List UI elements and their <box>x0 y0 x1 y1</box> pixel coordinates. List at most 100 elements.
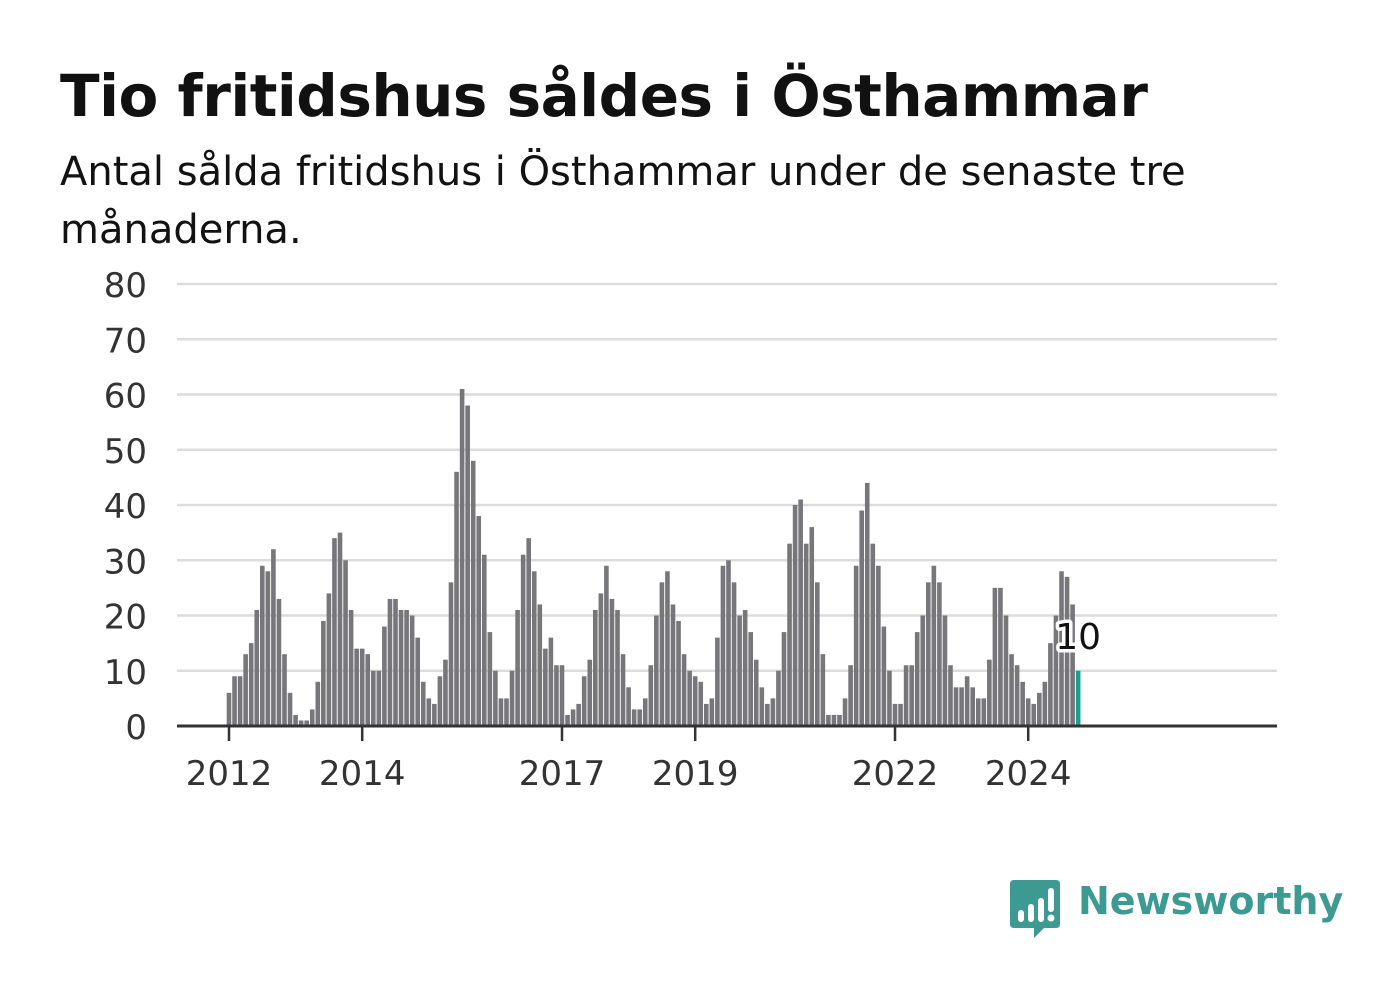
bar <box>731 582 737 726</box>
bar <box>964 676 970 726</box>
bar <box>287 692 293 726</box>
bar <box>515 609 520 726</box>
x-axis: 2012 2014 2017 2019 2022 2024 <box>177 724 1277 794</box>
bar <box>937 582 942 726</box>
gridlines <box>177 282 1277 672</box>
bar <box>898 703 903 726</box>
bar <box>642 698 648 727</box>
y-tick-label: 30 <box>104 542 147 582</box>
bar <box>742 609 748 726</box>
bar <box>903 665 909 726</box>
bar <box>715 637 720 726</box>
bar <box>570 709 576 726</box>
bar <box>648 665 654 726</box>
x-tick-label: 2019 <box>652 754 739 794</box>
bar <box>415 637 420 726</box>
bar <box>1003 615 1009 726</box>
bar <box>798 499 803 726</box>
bar <box>482 554 487 726</box>
bar <box>681 654 687 726</box>
bar <box>676 621 681 726</box>
bar <box>726 560 731 726</box>
bar <box>576 703 581 726</box>
bar <box>587 659 593 726</box>
bar <box>526 538 531 726</box>
bar <box>975 698 981 727</box>
y-tick-label: 10 <box>104 653 147 693</box>
bar <box>593 609 598 726</box>
bar <box>926 582 931 726</box>
bar <box>565 714 570 726</box>
bar <box>620 654 626 726</box>
x-tick-label: 2024 <box>985 754 1072 794</box>
bar <box>637 709 642 726</box>
bar <box>826 714 831 726</box>
bar <box>792 505 798 726</box>
bar <box>581 676 587 726</box>
bar <box>548 637 554 726</box>
newsworthy-logo: Newsworthy <box>1010 875 1343 945</box>
bar <box>432 703 437 726</box>
bar <box>348 609 354 726</box>
bar <box>704 703 709 726</box>
y-tick-label: 80 <box>104 266 147 306</box>
bar <box>598 593 604 726</box>
bar <box>1020 681 1025 726</box>
bar <box>737 615 742 726</box>
bar <box>687 670 692 726</box>
bar <box>559 665 565 726</box>
bar <box>493 670 498 726</box>
bar <box>365 654 371 726</box>
bar <box>448 582 454 726</box>
bar <box>720 565 726 726</box>
bar <box>498 698 504 727</box>
bar <box>837 714 842 726</box>
bar <box>382 626 387 726</box>
bar <box>248 643 254 727</box>
bar <box>987 659 992 726</box>
bar <box>243 654 248 726</box>
bar <box>354 648 359 726</box>
bar <box>887 670 892 726</box>
bar <box>609 598 615 726</box>
bar <box>626 687 631 726</box>
bar <box>315 681 321 726</box>
chart-subtitle: Antal sålda fritidshus i Östhammar under… <box>60 149 1186 253</box>
y-tick-label: 50 <box>104 432 147 472</box>
y-tick-label: 40 <box>104 487 147 527</box>
y-tick-label: 60 <box>104 377 147 417</box>
bar <box>1042 681 1048 726</box>
bar <box>1059 571 1064 726</box>
bar <box>848 665 853 726</box>
bar <box>909 665 914 726</box>
x-tick-label: 2017 <box>519 754 606 794</box>
bar <box>998 587 1003 727</box>
bar <box>709 698 715 727</box>
bar <box>1064 576 1070 726</box>
bar <box>476 516 482 726</box>
bar <box>970 687 975 726</box>
bar <box>615 609 620 726</box>
bar <box>781 632 787 726</box>
bar-chart-speech-bubble-icon <box>1010 880 1060 938</box>
y-tick-label: 20 <box>104 598 147 638</box>
bar <box>443 659 448 726</box>
bar <box>504 698 509 727</box>
bar <box>537 604 543 726</box>
bar <box>426 698 432 727</box>
bar <box>226 692 232 726</box>
bar <box>454 471 459 726</box>
bar <box>654 615 659 726</box>
bar <box>1070 604 1075 726</box>
bar <box>931 565 937 726</box>
brand-name: Newsworthy <box>1078 879 1344 923</box>
bar <box>404 609 409 726</box>
bar <box>1037 692 1042 726</box>
y-tick-label: 0 <box>125 708 147 748</box>
bar <box>670 604 676 726</box>
bar <box>748 632 753 726</box>
bar <box>864 482 870 726</box>
bar <box>992 587 998 727</box>
bar <box>465 405 470 726</box>
